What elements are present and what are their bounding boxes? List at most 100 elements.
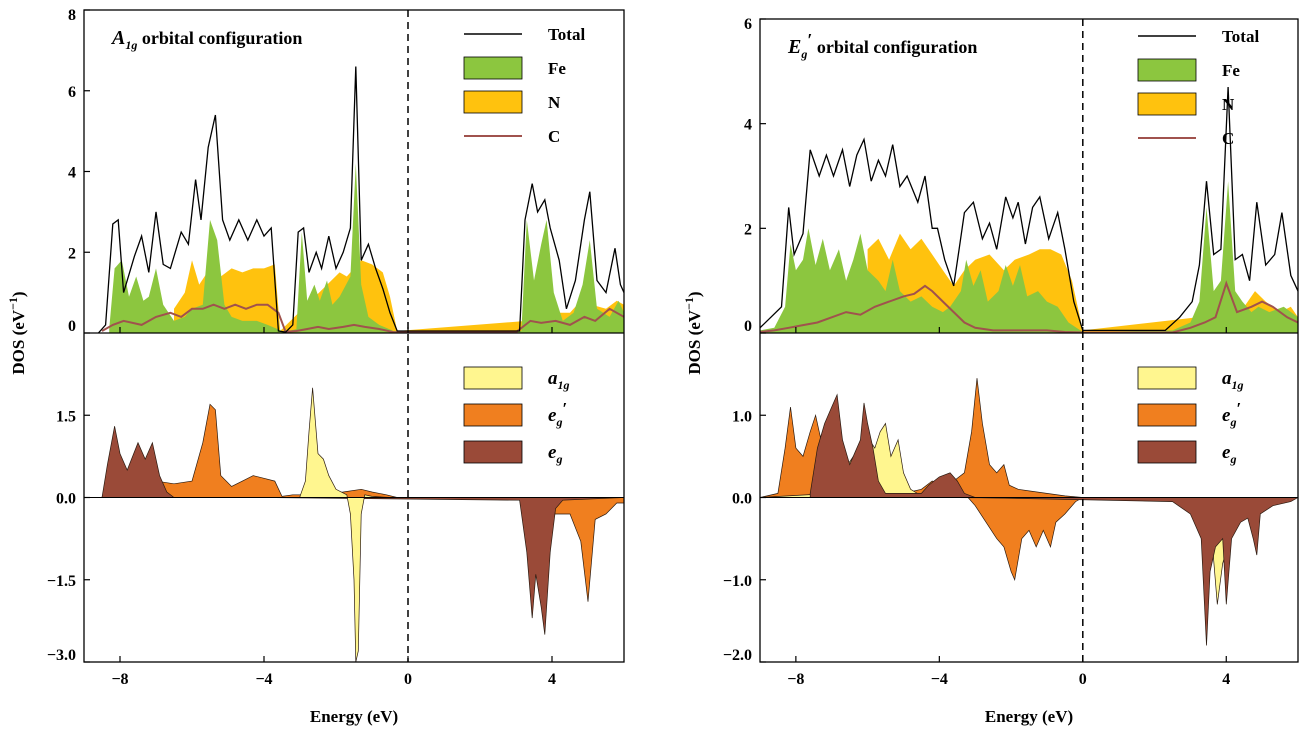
legend-swatch: [463, 56, 523, 80]
y-tick-label: 4: [68, 165, 76, 182]
panel-title: Eg′ orbital configuration: [787, 30, 977, 61]
legend-swatch: [1137, 403, 1197, 427]
x-tick-label: 0: [404, 671, 412, 688]
x-axis-label: Energy (eV): [310, 707, 398, 726]
x-tick-label: −4: [931, 671, 948, 688]
legend-label: eg: [1222, 442, 1236, 466]
legend-label-base: e: [1222, 405, 1231, 426]
x-tick-label: 4: [1222, 671, 1230, 688]
legend-label-subscript: 1g: [1232, 378, 1244, 392]
y-axis-label: DOS (eV−1): [682, 291, 704, 374]
legend-swatch: [1137, 58, 1197, 82]
legend-label: Total: [548, 25, 585, 44]
a1g-dos-area: [299, 387, 391, 662]
y-axis-label-tail: ): [685, 291, 704, 297]
panel-title-text: orbital configuration: [812, 37, 977, 57]
left-top-plot: [97, 66, 624, 333]
y-tick-label: 1.5: [56, 408, 76, 425]
left-panel: −8 −4 0 4 0 2 4 6 8 −3.0 −1.5 0.0 1.5 Energy (eV) DOS …: [6, 7, 625, 726]
right-top-plot: [760, 86, 1298, 333]
panel-title-subscript: g: [800, 47, 807, 61]
panel-title-symbol: E: [787, 36, 801, 58]
legend-swatch: [1137, 92, 1197, 116]
legend-label-base: e: [548, 405, 557, 426]
right-bottom-plot: [760, 378, 1298, 646]
y-axis-label-superscript: −1: [682, 297, 696, 310]
x-tick-label: 0: [1079, 671, 1087, 688]
legend-label-base: a: [548, 368, 558, 389]
legend-swatch: [1137, 440, 1197, 464]
y-tick-label: 0: [68, 318, 76, 335]
total-dos-line: [97, 66, 624, 333]
y-tick-label: 8: [68, 7, 76, 24]
total-dos-line: [760, 86, 1298, 332]
y-axis-label: DOS (eV−1): [6, 291, 28, 374]
y-tick-label: 2: [68, 245, 76, 262]
legend-label: Fe: [548, 59, 566, 78]
y-axis-label-tail: ): [9, 291, 28, 297]
fe-dos-area: [760, 181, 1298, 333]
c-dos-line: [101, 303, 624, 333]
left-frame: [83, 9, 625, 663]
panel-title-prime: ′: [807, 30, 812, 50]
legend-swatch: [463, 366, 523, 390]
right-panel: −8 −4 0 4 0 2 4 6 −2.0 −1.0 0.0 1.0 Energy (eV) DOS (…: [682, 16, 1299, 726]
legend-label: Fe: [1222, 61, 1240, 80]
eg-prime-dos-area: [760, 378, 1085, 582]
legend-label-subscript: g: [1229, 415, 1236, 429]
panel-title-symbol: A: [110, 27, 125, 49]
legend-label-prime: ′: [1236, 399, 1241, 418]
right-frame: [759, 18, 1299, 663]
y-tick-label: 4: [744, 117, 752, 134]
legend-label-base: a: [1222, 368, 1232, 389]
legend-label: a1g: [548, 368, 570, 392]
y-tick-label: −2.0: [723, 647, 752, 664]
panel-title: A1g orbital configuration: [110, 27, 302, 52]
c-dos-line: [760, 280, 1298, 333]
y-axis-label-text: DOS (eV: [685, 309, 704, 374]
y-axis-label-text: DOS (eV: [9, 309, 28, 374]
legend-label: N: [1222, 95, 1235, 114]
legend-label-subscript: g: [555, 415, 562, 429]
y-tick-label: 6: [68, 84, 76, 101]
panel-title-subscript: 1g: [125, 38, 137, 52]
x-tick-label: −8: [111, 671, 128, 688]
legend-label-prime: ′: [562, 399, 567, 418]
y-tick-label: −1.5: [47, 573, 76, 590]
top-legend: Total Fe NC: [1137, 27, 1259, 148]
x-tick-label: −8: [787, 671, 804, 688]
legend-label: a1g: [1222, 368, 1244, 392]
legend-label: eg′: [1222, 399, 1241, 429]
legend-label-subscript: g: [1229, 452, 1236, 466]
y-tick-label: 1.0: [732, 408, 752, 425]
legend-label-subscript: 1g: [558, 378, 570, 392]
left-bottom-plot: [101, 387, 624, 662]
x-tick-label: 4: [548, 671, 556, 688]
x-tick-label: −4: [255, 671, 272, 688]
legend-label: eg′: [548, 399, 567, 429]
eg-dos-area: [809, 393, 1298, 646]
panel-title-text: orbital configuration: [137, 28, 302, 48]
legend-label: N: [548, 93, 561, 112]
y-axis-label-superscript: −1: [6, 297, 20, 310]
y-tick-label: 0.0: [732, 491, 752, 508]
y-tick-label: −3.0: [47, 647, 76, 664]
legend-swatch: [463, 403, 523, 427]
y-tick-label: −1.0: [723, 573, 752, 590]
y-tick-label: 0.0: [56, 491, 76, 508]
eg-prime-dos-area: [101, 403, 624, 602]
legend-label: eg: [548, 442, 562, 466]
top-legend: Total Fe NC: [463, 25, 585, 146]
y-tick-label: 2: [744, 221, 752, 238]
legend-label: C: [1222, 129, 1234, 148]
legend-swatch: [1137, 366, 1197, 390]
y-tick-label: 0: [744, 318, 752, 335]
y-tick-label: 6: [744, 16, 752, 33]
legend-label-subscript: g: [555, 452, 562, 466]
legend-label-base: e: [1222, 442, 1231, 463]
legend-label: Total: [1222, 27, 1259, 46]
legend-swatch: [463, 90, 523, 114]
